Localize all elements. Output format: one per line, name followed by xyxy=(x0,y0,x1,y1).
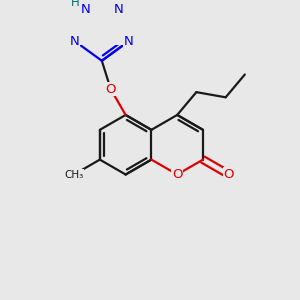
Text: H: H xyxy=(71,0,80,9)
Text: N: N xyxy=(70,35,80,48)
Text: O: O xyxy=(106,83,116,96)
Text: CH₃: CH₃ xyxy=(64,169,84,179)
Text: O: O xyxy=(172,168,182,181)
Text: N: N xyxy=(80,3,90,16)
Text: N: N xyxy=(124,35,134,48)
Text: O: O xyxy=(224,168,234,181)
Text: N: N xyxy=(114,3,123,16)
